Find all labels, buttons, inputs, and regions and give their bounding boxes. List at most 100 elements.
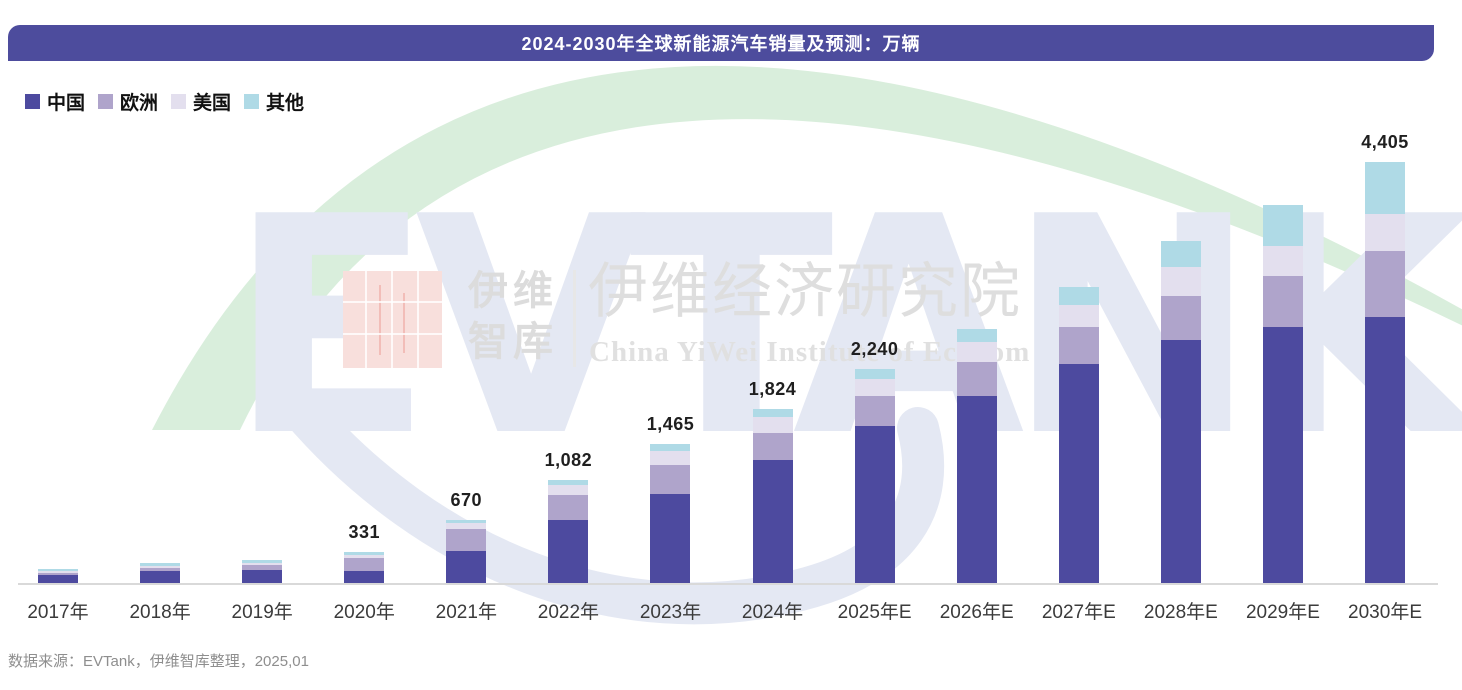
bar-segment-美国: [140, 565, 181, 568]
bar-segment-美国: [1058, 304, 1099, 327]
bar-2023年: [650, 443, 691, 584]
bar-segment-欧洲: [1365, 251, 1406, 317]
bar-2022年: [548, 480, 589, 584]
bar-2019年: [242, 559, 283, 584]
bar-segment-中国: [854, 426, 895, 584]
bar-segment-欧洲: [38, 572, 78, 576]
bar-2029年E: [1262, 205, 1303, 584]
bar-segment-欧洲: [752, 432, 793, 460]
watermark-institute-en: China YiWei Institute of Econom: [589, 336, 1031, 368]
bar-2026年E: [956, 329, 997, 584]
bar-segment-中国: [344, 571, 385, 584]
legend-swatch-其他: [244, 94, 260, 109]
legend-label: 美国: [193, 92, 232, 114]
legend-swatch-中国: [25, 94, 40, 109]
x-axis-label-2017年: 2017年: [27, 602, 89, 623]
bar-segment-中国: [752, 460, 793, 584]
bar-segment-其他: [38, 568, 78, 571]
bar-segment-中国: [446, 551, 487, 584]
bar-segment-美国: [548, 485, 589, 495]
green-square-shape: [1036, 303, 1057, 336]
bar-2018年: [140, 563, 181, 584]
bar-segment-美国: [650, 450, 691, 465]
bar-segment-其他: [1058, 286, 1099, 305]
yiwei-seal-logo: [343, 271, 442, 368]
legend-item-其他: 其他: [244, 88, 304, 115]
bar-segment-中国: [1058, 364, 1099, 584]
bar-2027年E: [1058, 286, 1099, 584]
legend-label: 欧洲: [120, 92, 159, 114]
bar-segment-其他: [344, 552, 385, 556]
bar-2024年: [752, 409, 793, 584]
x-axis-label-2025年E: 2025年E: [837, 602, 912, 623]
watermark-institute-cn: 伊维经济研究院: [588, 257, 1022, 327]
bar-segment-欧洲: [344, 558, 385, 572]
x-axis-label-2024年: 2024年: [741, 602, 804, 623]
bar-segment-欧洲: [446, 528, 487, 552]
bar-segment-其他: [140, 563, 181, 566]
legend-item-中国: 中国: [25, 88, 85, 115]
bar-segment-其他: [242, 559, 283, 563]
value-label-2023年: 1,465: [646, 413, 695, 434]
bar-segment-其他: [548, 480, 589, 486]
green-swoosh-shape: [152, 66, 1462, 430]
chart-title: 2024-2030年全球新能源汽车销量及预测：万辆: [521, 34, 921, 54]
bar-segment-其他: [752, 409, 793, 418]
bar-segment-美国: [446, 523, 487, 529]
value-label-2030年E: 4,405: [1361, 132, 1409, 152]
x-axis-label-2021年: 2021年: [435, 602, 497, 623]
bar-segment-欧洲: [1262, 275, 1303, 327]
legend-label: 其他: [266, 92, 305, 114]
bar-2021年: [446, 519, 487, 584]
bar-segment-中国: [140, 571, 181, 584]
bar-segment-美国: [1262, 246, 1303, 276]
chart-title-bar: 2024-2030年全球新能源汽车销量及预测：万辆: [8, 25, 1434, 61]
bar-segment-中国: [38, 575, 78, 584]
watermark-divider: [573, 270, 576, 367]
legend-item-欧洲: 欧洲: [98, 88, 158, 115]
bar-segment-中国: [1365, 316, 1406, 584]
x-axis-label-2023年: 2023年: [639, 602, 702, 623]
bar-segment-中国: [650, 493, 691, 584]
bar-segment-中国: [1262, 326, 1303, 584]
bar-segment-欧洲: [242, 565, 283, 570]
x-axis-label-2020年: 2020年: [333, 602, 395, 623]
value-label-2025年E: 2,240: [850, 339, 899, 360]
bar-segment-美国: [854, 379, 895, 397]
bar-segment-美国: [1365, 213, 1406, 252]
x-axis-label-2027年E: 2027年E: [1041, 602, 1116, 623]
x-axis-line: [18, 583, 1438, 585]
legend-item-美国: 美国: [171, 88, 231, 115]
x-axis-label-2022年: 2022年: [537, 602, 600, 623]
x-axis-label-2026年E: 2026年E: [939, 602, 1014, 623]
x-axis-label-2028年E: 2028年E: [1143, 602, 1218, 623]
bar-segment-美国: [38, 570, 78, 573]
data-source-note: 数据来源：EVTank，伊维智库整理，2025,01: [8, 653, 309, 670]
x-axis-label-2018年: 2018年: [129, 602, 191, 623]
legend: 中国 欧洲 美国 其他: [25, 88, 317, 115]
legend-label: 中国: [47, 92, 86, 114]
bar-segment-欧洲: [1058, 326, 1099, 365]
bar-segment-其他: [956, 329, 997, 342]
bar-segment-欧洲: [650, 464, 691, 494]
bar-segment-其他: [1365, 162, 1406, 214]
bar-segment-其他: [1262, 205, 1303, 246]
bar-segment-其他: [446, 519, 487, 524]
bar-segment-美国: [1160, 267, 1201, 297]
value-label-2024年: 1,824: [748, 379, 797, 400]
bar-segment-欧洲: [140, 567, 181, 572]
bar-segment-其他: [854, 369, 895, 380]
bar-2017年: [38, 568, 78, 584]
bar-segment-美国: [242, 562, 283, 566]
legend-swatch-美国: [171, 94, 187, 109]
bar-segment-美国: [956, 341, 997, 362]
x-axis-label-2019年: 2019年: [231, 602, 293, 623]
x-axis-label-2030年E: 2030年E: [1348, 602, 1422, 623]
legend-swatch-欧洲: [98, 94, 114, 109]
bar-segment-中国: [548, 519, 589, 584]
value-label-2022年: 1,082: [544, 450, 593, 471]
bar-segment-欧洲: [854, 396, 895, 427]
